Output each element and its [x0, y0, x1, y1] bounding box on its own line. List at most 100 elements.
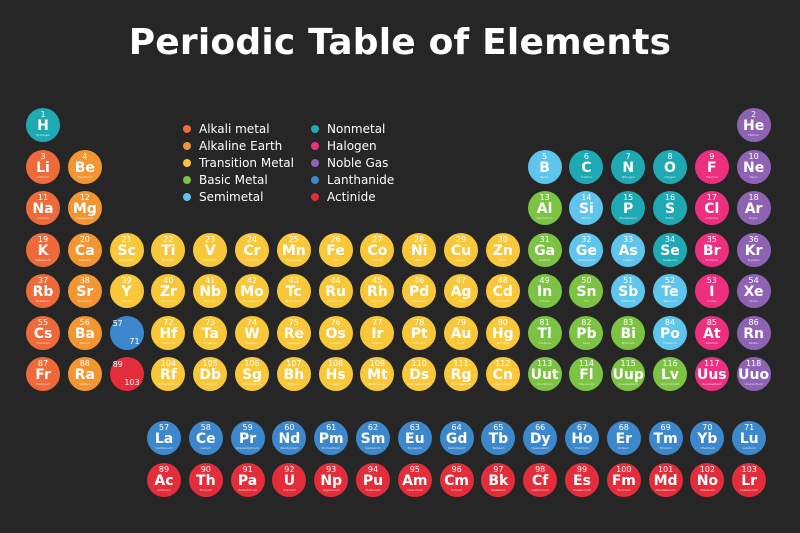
element-tc[interactable]: 43 Tc Technetium — [276, 274, 311, 308]
element-o[interactable]: 8 O Oxygen — [653, 149, 687, 184]
element-nb[interactable]: 41 Nb Niobium — [193, 274, 228, 308]
element-he[interactable]: 2 He Helium — [736, 108, 771, 142]
element-hf[interactable]: 72 Hf Hafnium — [151, 315, 186, 350]
element-ba[interactable]: 56 Ba Barium — [67, 315, 102, 350]
element-ds[interactable]: 110 Ds Darmstadtium — [402, 357, 437, 391]
element-sb[interactable]: 51 Sb Antimony — [611, 274, 646, 308]
element-pt[interactable]: 78 Pt Platinum — [402, 315, 437, 350]
element-pb[interactable]: 82 Pb Lead — [569, 315, 604, 350]
element-cs[interactable]: 55 Cs Caesium — [26, 315, 60, 350]
element-ar[interactable]: 18 Ar Argon — [736, 191, 771, 225]
element-cn[interactable]: 112 Cn Copernicium — [485, 357, 520, 391]
element-al[interactable]: 13 Al Aluminium — [527, 191, 562, 225]
element-si[interactable]: 14 Si Silicon — [569, 191, 604, 225]
element-ti[interactable]: 22 Ti Titanium — [151, 232, 186, 267]
element-uuo[interactable]: 118 Uuo Ununoctium — [736, 357, 771, 391]
element-po[interactable]: 84 Po Polonium — [653, 315, 687, 350]
element-y[interactable]: 39 Y Yttrium — [109, 274, 144, 308]
element-dy[interactable]: 66 Dy Dysprosium — [523, 421, 558, 455]
element-be[interactable]: 4 Be Beryllium — [67, 149, 102, 184]
element-rg[interactable]: 111 Rg Roentgenium — [444, 357, 478, 391]
element-co[interactable]: 27 Co Cobalt — [360, 232, 395, 267]
element-mo[interactable]: 42 Mo Molybdenum — [235, 274, 269, 308]
element-tb[interactable]: 65 Tb Terbium — [481, 421, 516, 455]
reference-actinide[interactable]: 89 103 — [109, 357, 144, 391]
element-c[interactable]: 6 C Carbon — [569, 149, 604, 184]
element-es[interactable]: 99 Es Einsteinium — [565, 463, 599, 497]
element-lu[interactable]: 71 Lu Lutetium — [732, 421, 767, 455]
element-kr[interactable]: 36 Kr Krypton — [736, 232, 771, 267]
element-ac[interactable]: 89 Ac Actinium — [147, 463, 181, 497]
element-ge[interactable]: 32 Ge Germanium — [569, 232, 604, 267]
element-sc[interactable]: 21 Sc Scandium — [109, 232, 144, 267]
element-f[interactable]: 9 F Fluorine — [694, 149, 729, 184]
element-lr[interactable]: 103 Lr Lawrencium — [732, 463, 767, 497]
element-th[interactable]: 90 Th Thorium — [188, 463, 223, 497]
element-mn[interactable]: 25 Mn Manganese — [276, 232, 311, 267]
element-sm[interactable]: 62 Sm Samarium — [356, 421, 390, 455]
element-na[interactable]: 11 Na Sodium — [26, 191, 60, 225]
element-te[interactable]: 52 Te Tellurium — [653, 274, 687, 308]
element-bh[interactable]: 107 Bh Bohrium — [276, 357, 311, 391]
element-cr[interactable]: 24 Cr Chromium — [235, 232, 269, 267]
element-yb[interactable]: 70 Yb Ytterbium — [690, 421, 725, 455]
element-la[interactable]: 57 La Lanthanum — [147, 421, 181, 455]
element-db[interactable]: 105 Db Dubnium — [193, 357, 228, 391]
element-tm[interactable]: 69 Tm Thulium — [648, 421, 683, 455]
element-ag[interactable]: 47 Ag Silver — [444, 274, 478, 308]
element-rh[interactable]: 45 Rh Rhodium — [360, 274, 395, 308]
element-li[interactable]: 3 Li Lithium — [26, 149, 60, 184]
element-i[interactable]: 53 I Iodine — [694, 274, 729, 308]
element-sr[interactable]: 38 Sr Strontium — [67, 274, 102, 308]
element-eu[interactable]: 63 Eu Europium — [397, 421, 432, 455]
element-lv[interactable]: 116 Lv Livermorium — [653, 357, 687, 391]
element-bk[interactable]: 97 Bk Berkelium — [481, 463, 516, 497]
element-cl[interactable]: 17 Cl Chlorine — [694, 191, 729, 225]
element-rb[interactable]: 37 Rb Rubidium — [26, 274, 60, 308]
element-cd[interactable]: 48 Cd Cadmium — [485, 274, 520, 308]
element-pu[interactable]: 94 Pu Plutonium — [356, 463, 390, 497]
element-p[interactable]: 15 P Phosphorus — [611, 191, 646, 225]
element-uus[interactable]: 117 Uus Ununseptium — [694, 357, 729, 391]
element-gd[interactable]: 64 Gd Gadolinium — [439, 421, 474, 455]
element-fm[interactable]: 100 Fm Fermium — [606, 463, 641, 497]
element-au[interactable]: 79 Au Gold — [444, 315, 478, 350]
element-er[interactable]: 68 Er Erbium — [606, 421, 641, 455]
element-ni[interactable]: 28 Ni Nickel — [402, 232, 437, 267]
element-mt[interactable]: 109 Mt Meitnerium — [360, 357, 395, 391]
element-tl[interactable]: 81 Tl Thallium — [527, 315, 562, 350]
element-hs[interactable]: 108 Hs Hassium — [318, 357, 353, 391]
element-os[interactable]: 76 Os Osmium — [318, 315, 353, 350]
element-pd[interactable]: 46 Pd Palladium — [402, 274, 437, 308]
element-ra[interactable]: 88 Ra Radium — [67, 357, 102, 391]
element-ho[interactable]: 67 Ho Holmium — [565, 421, 599, 455]
element-re[interactable]: 75 Re Rhenium — [276, 315, 311, 350]
element-cu[interactable]: 29 Cu Copper — [444, 232, 478, 267]
element-pa[interactable]: 91 Pa Protactinium — [230, 463, 265, 497]
element-ru[interactable]: 44 Ru Ruthenium — [318, 274, 353, 308]
element-bi[interactable]: 83 Bi Bismuth — [611, 315, 646, 350]
element-cm[interactable]: 96 Cm Curium — [439, 463, 474, 497]
element-mg[interactable]: 12 Mg Magnesium — [67, 191, 102, 225]
element-k[interactable]: 19 K Potassium — [26, 232, 60, 267]
element-fl[interactable]: 114 Fl Flerovium — [569, 357, 604, 391]
element-no[interactable]: 102 No Nobelium — [690, 463, 725, 497]
element-rn[interactable]: 86 Rn Radon — [736, 315, 771, 350]
element-cf[interactable]: 98 Cf Californium — [523, 463, 558, 497]
element-hg[interactable]: 80 Hg Mercury — [485, 315, 520, 350]
element-in[interactable]: 49 In Indium — [527, 274, 562, 308]
element-pm[interactable]: 61 Pm Promethium — [314, 421, 349, 455]
reference-lanthanide[interactable]: 57 71 — [109, 315, 144, 350]
element-h[interactable]: 1 H Hydrogen — [26, 108, 60, 142]
element-uut[interactable]: 113 Uut Ununtrium — [527, 357, 562, 391]
element-se[interactable]: 34 Se Selenium — [653, 232, 687, 267]
element-ce[interactable]: 58 Ce Cerium — [188, 421, 223, 455]
element-fe[interactable]: 26 Fe Iron — [318, 232, 353, 267]
element-pr[interactable]: 59 Pr Praseodymium — [230, 421, 265, 455]
element-ta[interactable]: 73 Ta Tantalum — [193, 315, 228, 350]
element-as[interactable]: 33 As Arsenic — [611, 232, 646, 267]
element-sn[interactable]: 50 Sn Tin — [569, 274, 604, 308]
element-sg[interactable]: 106 Sg Seaborgium — [235, 357, 269, 391]
element-u[interactable]: 92 U Uranium — [272, 463, 307, 497]
element-xe[interactable]: 54 Xe Xenon — [736, 274, 771, 308]
